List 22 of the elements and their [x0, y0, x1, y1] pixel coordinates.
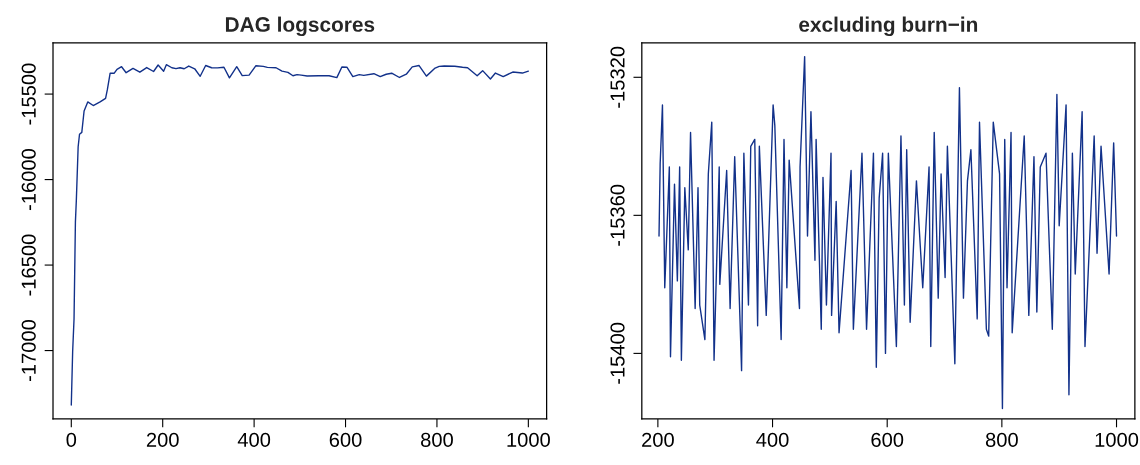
x-tick-label: 200 — [146, 432, 179, 447]
y-tick-label: -15400 — [610, 322, 625, 384]
line-series — [658, 55, 1118, 410]
y-tick-label: -16500 — [21, 234, 36, 296]
x-tick-label: 200 — [642, 432, 674, 447]
line-series — [70, 63, 530, 406]
x-tick-label: 800 — [421, 432, 453, 447]
x-tick-label: 400 — [237, 432, 271, 447]
y-tick-label: -15500 — [21, 63, 36, 125]
y-tick-label: -16000 — [21, 149, 36, 211]
x-tick-label: 1000 — [507, 432, 550, 447]
y-tick-label: -15320 — [610, 46, 625, 108]
y-tick-label: -17000 — [21, 320, 36, 382]
y-tick-label: -15360 — [610, 184, 625, 246]
x-tick-label: 600 — [871, 432, 904, 447]
x-tick-label: 0 — [66, 432, 77, 447]
chart-title: DAG logscores — [225, 16, 375, 37]
x-tick-label: 600 — [329, 432, 362, 447]
x-tick-label: 400 — [756, 432, 789, 447]
x-tick-label: 1000 — [1095, 432, 1139, 447]
x-tick-label: 800 — [985, 432, 1018, 447]
chart-title: excluding burn−in — [799, 16, 978, 37]
